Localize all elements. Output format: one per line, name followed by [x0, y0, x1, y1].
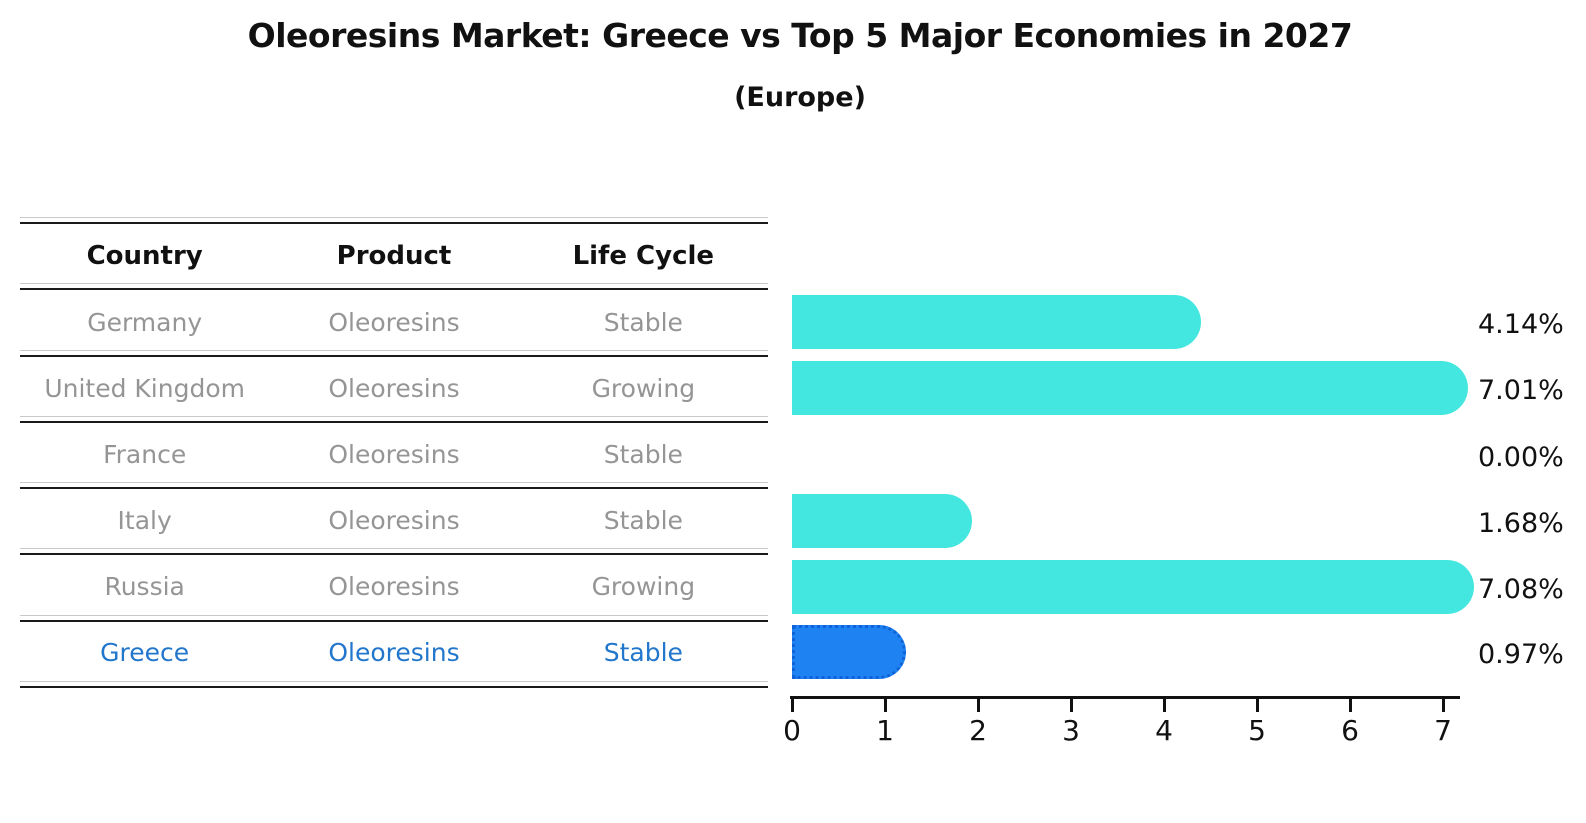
- x-tick: [1256, 699, 1259, 712]
- table-rule: [20, 548, 768, 556]
- cell-country: Greece: [100, 637, 190, 667]
- cell-product: Oleoresins: [328, 373, 460, 403]
- cell-country: Italy: [117, 505, 172, 535]
- table-rule: [20, 681, 768, 689]
- value-label-france: 0.00%: [1478, 442, 1564, 473]
- bar-italy: [792, 494, 972, 548]
- chart-subtitle: (Europe): [734, 82, 866, 113]
- x-tick-label: 5: [1248, 714, 1266, 747]
- table-row-germany: Germany Oleoresins Stable: [20, 302, 768, 342]
- x-axis-line: [790, 696, 1460, 699]
- table-header-row: Country Product Life Cycle: [20, 236, 768, 276]
- cell-product: Oleoresins: [328, 637, 460, 667]
- cell-life-cycle: Stable: [603, 439, 683, 469]
- x-tick: [1349, 699, 1352, 712]
- cell-life-cycle: Stable: [603, 637, 683, 667]
- value-label-united-kingdom: 7.01%: [1478, 375, 1564, 406]
- x-tick-label: 3: [1062, 714, 1080, 747]
- table-row-united-kingdom: United Kingdom Oleoresins Growing: [20, 368, 768, 408]
- x-tick: [1163, 699, 1166, 712]
- table-rule: [20, 416, 768, 424]
- cell-product: Oleoresins: [328, 307, 460, 337]
- x-tick-label: 0: [783, 714, 801, 747]
- column-header-life-cycle: Life Cycle: [572, 241, 715, 271]
- bar-united-kingdom: [792, 361, 1468, 415]
- cell-life-cycle: Stable: [603, 505, 683, 535]
- x-tick-label: 1: [876, 714, 894, 747]
- table-rule: [20, 615, 768, 623]
- value-label-italy: 1.68%: [1478, 508, 1564, 539]
- value-label-greece: 0.97%: [1478, 639, 1564, 670]
- bar-russia: [792, 560, 1474, 614]
- cell-product: Oleoresins: [328, 571, 460, 601]
- table-row-greece: Greece Oleoresins Stable: [20, 632, 768, 672]
- x-tick: [1442, 699, 1445, 712]
- bar-greece: [792, 625, 906, 679]
- value-label-germany: 4.14%: [1478, 309, 1564, 340]
- x-tick-label: 4: [1155, 714, 1173, 747]
- x-tick: [791, 699, 794, 712]
- table-row-france: France Oleoresins Stable: [20, 434, 768, 474]
- cell-product: Oleoresins: [328, 439, 460, 469]
- cell-life-cycle: Growing: [591, 373, 696, 403]
- cell-product: Oleoresins: [328, 505, 460, 535]
- cell-country: Germany: [87, 307, 203, 337]
- chart-title: Oleoresins Market: Greece vs Top 5 Major…: [247, 16, 1353, 55]
- column-header-product: Product: [336, 241, 452, 271]
- table-rule: [20, 217, 768, 225]
- value-label-russia: 7.08%: [1478, 574, 1564, 605]
- table-row-italy: Italy Oleoresins Stable: [20, 500, 768, 540]
- table-rule: [20, 283, 768, 291]
- table-rule: [20, 350, 768, 358]
- table-row-russia: Russia Oleoresins Growing: [20, 566, 768, 606]
- column-header-country: Country: [86, 241, 203, 271]
- cell-country: United Kingdom: [44, 373, 245, 403]
- x-tick-label: 6: [1341, 714, 1359, 747]
- x-tick-label: 2: [969, 714, 987, 747]
- cell-country: Russia: [104, 571, 185, 601]
- cell-life-cycle: Growing: [591, 571, 696, 601]
- bar-germany: [792, 295, 1201, 349]
- cell-life-cycle: Stable: [603, 307, 683, 337]
- x-tick-label: 7: [1434, 714, 1452, 747]
- table-rule: [20, 482, 768, 490]
- cell-country: France: [103, 439, 187, 469]
- x-tick: [977, 699, 980, 712]
- x-tick: [1070, 699, 1073, 712]
- x-tick: [884, 699, 887, 712]
